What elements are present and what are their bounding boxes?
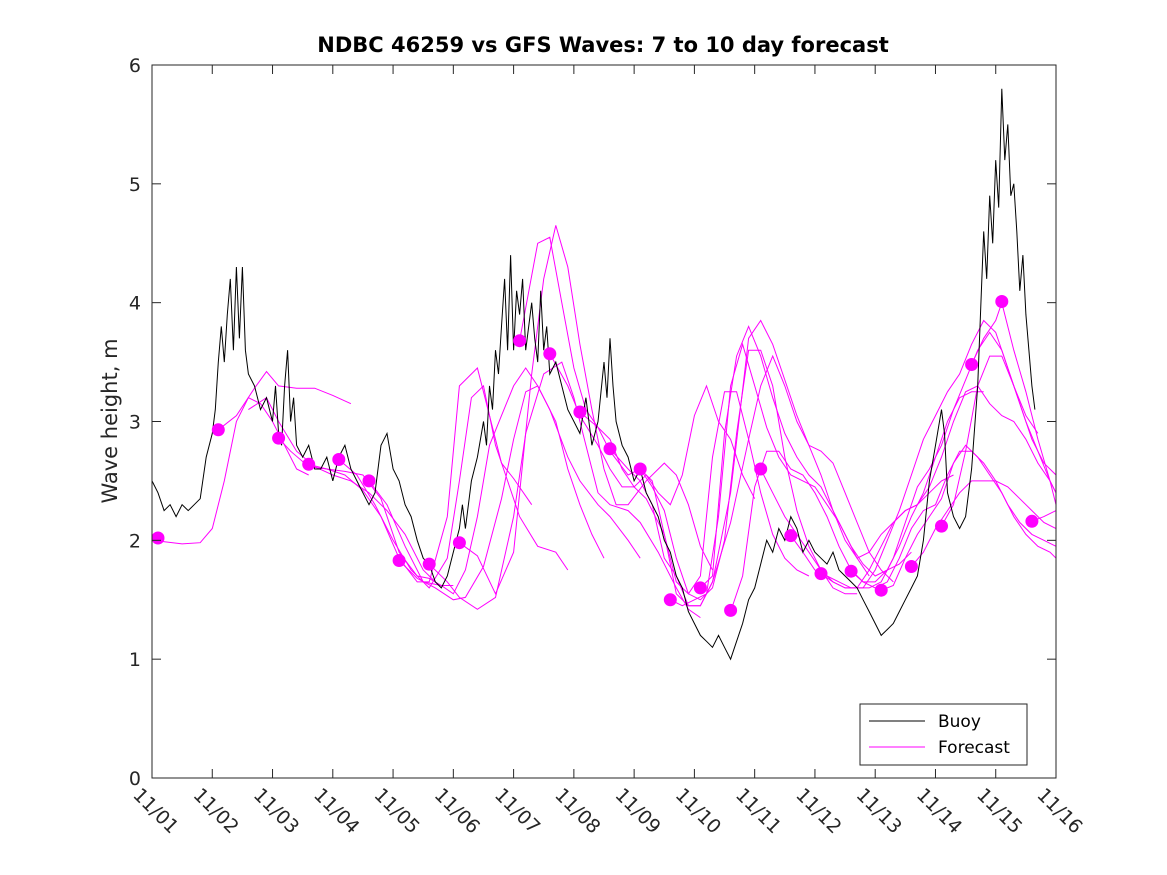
forecast-marker-21 bbox=[844, 564, 858, 578]
forecast-marker-24 bbox=[935, 519, 948, 533]
forecast-line-25 bbox=[941, 355, 1056, 527]
forecast-marker-23 bbox=[904, 560, 918, 573]
forecast-marker-15 bbox=[663, 593, 677, 607]
forecast-marker-8 bbox=[422, 557, 436, 571]
chart-title: NDBC 46259 vs GFS Waves: 7 to 10 day for… bbox=[317, 33, 888, 57]
forecast-marker-13 bbox=[603, 442, 617, 456]
forecast-line-8 bbox=[398, 385, 641, 601]
legend: Buoy Forecast bbox=[859, 703, 1028, 766]
forecast-marker-25 bbox=[965, 358, 979, 371]
forecast-marker-7 bbox=[392, 554, 406, 567]
forecast-marker-5 bbox=[332, 453, 346, 466]
forecast-marker-12 bbox=[573, 405, 587, 419]
y-tick-label: 2 bbox=[129, 530, 141, 552]
plot-layer bbox=[152, 88, 1056, 661]
forecast-marker-14 bbox=[633, 462, 647, 476]
forecast-marker-2 bbox=[211, 423, 225, 437]
forecast-line-7 bbox=[368, 367, 605, 595]
forecast-line-5 bbox=[308, 367, 533, 583]
legend-box bbox=[859, 703, 1028, 766]
forecast-line-23 bbox=[881, 444, 1056, 591]
forecast-line-3 bbox=[248, 396, 436, 583]
plot-area bbox=[152, 65, 1056, 778]
forecast-marker-6 bbox=[362, 474, 376, 488]
forecast-marker-27 bbox=[1025, 514, 1039, 528]
forecast-marker-1 bbox=[152, 531, 165, 545]
forecast-marker-20 bbox=[814, 567, 828, 581]
forecast-marker-11 bbox=[543, 347, 557, 361]
forecast-line-9 bbox=[428, 361, 701, 619]
forecast-line-10 bbox=[459, 225, 713, 596]
forecast-marker-17 bbox=[724, 603, 738, 617]
forecast-line-15 bbox=[639, 319, 894, 607]
buoy-line bbox=[152, 88, 1036, 661]
forecast-marker-10 bbox=[513, 334, 527, 348]
forecast-line-1 bbox=[152, 397, 309, 545]
forecast-marker-3 bbox=[272, 431, 286, 445]
forecast-line-21 bbox=[820, 385, 1056, 589]
forecast-marker-16 bbox=[693, 581, 707, 595]
y-tick-label: 5 bbox=[129, 174, 141, 196]
y-axis-label: Wave height, m bbox=[98, 338, 122, 503]
forecast-line-2 bbox=[217, 370, 352, 431]
series-group bbox=[152, 88, 1056, 661]
y-tick-label: 4 bbox=[129, 293, 141, 315]
forecast-marker-19 bbox=[784, 529, 798, 543]
forecast-line-19 bbox=[760, 331, 1039, 589]
y-tick-label: 6 bbox=[129, 55, 141, 77]
y-tick-label: 1 bbox=[129, 649, 141, 671]
forecast-line-16 bbox=[670, 342, 912, 607]
forecast-marker-26 bbox=[995, 295, 1009, 308]
forecast-marker-18 bbox=[754, 462, 768, 476]
y-tick-label: 0 bbox=[129, 768, 141, 790]
forecast-marker-9 bbox=[452, 536, 466, 550]
forecast-line-14 bbox=[609, 354, 870, 607]
forecast-line-26 bbox=[971, 300, 1056, 505]
forecast-line-6 bbox=[338, 384, 569, 589]
forecast-marker-4 bbox=[302, 457, 316, 471]
legend-buoy-label: Buoy bbox=[938, 712, 981, 732]
forecast-marker-22 bbox=[874, 583, 888, 597]
y-tick-label: 3 bbox=[129, 412, 141, 434]
legend-forecast-label: Forecast bbox=[938, 738, 1010, 758]
